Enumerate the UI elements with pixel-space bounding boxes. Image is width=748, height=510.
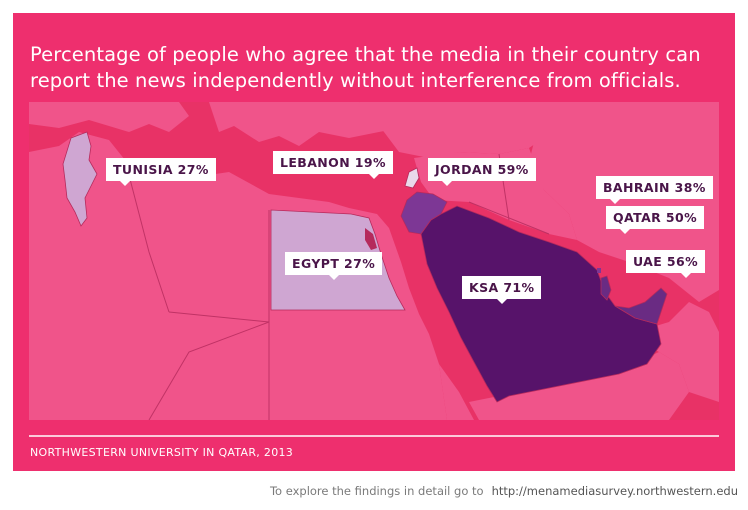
label-tunisia: TUNISIA 27%	[106, 158, 216, 186]
footer: To explore the findings in detail go to h…	[0, 484, 738, 498]
label-jordan: JORDAN 59%	[428, 158, 536, 186]
footer-text: To explore the findings in detail go to	[269, 484, 484, 498]
source-credit: NORTHWESTERN UNIVERSITY IN QATAR, 2013	[30, 446, 294, 459]
land-europe	[29, 102, 189, 132]
divider-line	[29, 435, 719, 437]
sinai-marker	[365, 228, 377, 250]
map-title: Percentage of people who agree that the …	[30, 43, 701, 92]
label-lebanon: LEBANON 19%	[273, 151, 393, 179]
land-horn-africa	[439, 364, 474, 420]
country-qatar	[600, 275, 612, 301]
country-bahrain	[597, 268, 601, 273]
survey-link[interactable]: http://menamediasurvey.northwestern.edu	[491, 484, 738, 498]
country-tunisia	[62, 131, 98, 227]
land-turkey	[359, 102, 559, 158]
country-uae	[614, 287, 668, 325]
land-balkans	[209, 102, 389, 146]
label-qatar: QATAR 50%	[606, 206, 705, 234]
land-north-africa	[29, 132, 447, 420]
country-lebanon	[404, 167, 420, 189]
label-bahrain: BAHRAIN 38%	[596, 176, 713, 204]
country-ksa	[420, 205, 662, 403]
label-uae: UAE 56%	[626, 250, 706, 278]
label-ksa: KSA 71%	[462, 276, 542, 304]
label-egypt: EGYPT 27%	[285, 252, 383, 280]
land-oman	[629, 302, 719, 402]
